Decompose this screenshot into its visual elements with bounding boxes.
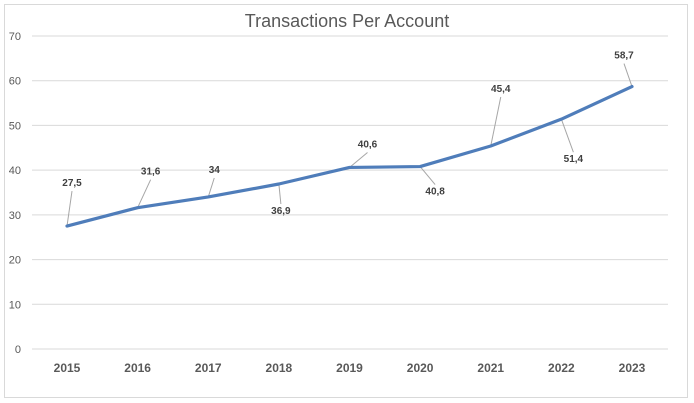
leader-line [278, 183, 282, 205]
x-tick-label: 2020 [407, 361, 434, 375]
data-label: 27,5 [62, 178, 82, 189]
gridlines [32, 35, 668, 350]
data-label: 36,9 [271, 206, 291, 217]
leader-line [66, 190, 73, 227]
x-tick-label: 2015 [54, 361, 81, 375]
data-label: 31,6 [141, 167, 161, 178]
leader-line [419, 166, 436, 185]
y-tick-label: 50 [9, 120, 21, 132]
x-tick-label: 2017 [195, 361, 222, 375]
chart-area [4, 4, 688, 398]
y-axis: 0 10 20 30 40 50 60 70 [9, 31, 21, 356]
data-label: 40,8 [425, 187, 445, 198]
y-tick-label: 20 [9, 255, 21, 267]
x-tick-label: 2018 [266, 361, 293, 375]
y-tick-label: 0 [15, 344, 21, 356]
series-line [65, 84, 634, 228]
leader-line [137, 179, 152, 208]
data-label: 51,4 [564, 154, 584, 165]
y-tick-label: 10 [9, 299, 21, 311]
y-tick-label: 30 [9, 210, 21, 222]
data-labels: 27,5 31,6 34 36,9 40,6 40,8 45,4 51,4 58,7 [62, 51, 634, 217]
leader-line [623, 63, 633, 87]
chart-title: Transactions Per Account [245, 11, 449, 31]
data-label: 34 [209, 165, 221, 176]
leader-line [349, 152, 368, 168]
series-group [65, 84, 634, 228]
leader-line [490, 96, 502, 147]
data-label: 58,7 [614, 51, 634, 62]
y-tick-label: 40 [9, 165, 21, 177]
x-tick-label: 2016 [124, 361, 151, 375]
leader-line [560, 118, 574, 153]
label-leader-lines [66, 63, 633, 227]
y-tick-label: 70 [9, 31, 21, 43]
y-tick-label: 60 [9, 76, 21, 88]
x-tick-label: 2023 [619, 361, 646, 375]
data-label: 45,4 [491, 84, 511, 95]
x-tick-label: 2021 [477, 361, 504, 375]
leader-line [207, 177, 215, 198]
x-tick-label: 2019 [336, 361, 363, 375]
data-label: 40,6 [358, 139, 378, 150]
x-axis: 2015 2016 2017 2018 2019 2020 2021 2022 2023 [54, 361, 646, 375]
x-tick-label: 2022 [548, 361, 575, 375]
